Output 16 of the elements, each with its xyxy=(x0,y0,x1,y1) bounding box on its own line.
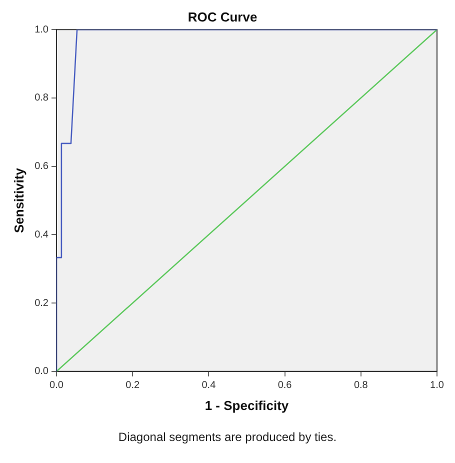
y-tick-label: 0.2 xyxy=(34,298,49,309)
x-tick-label: 0.6 xyxy=(278,380,292,392)
text: Diagonal segments are produced by ties. xyxy=(117,430,338,444)
y-tick-label: 0.8 xyxy=(34,92,49,104)
y-tick-label: 0.0 xyxy=(34,366,49,378)
x-tick-label: 1.0 xyxy=(430,380,444,392)
y-tick-label: 1.0 xyxy=(34,24,49,36)
y-tick-label: 0.6 xyxy=(34,161,49,172)
y-axis-title: Sensitivity xyxy=(11,167,26,234)
x-tick-label: 0.2 xyxy=(126,380,140,392)
x-tick-label: 0.4 xyxy=(202,380,216,392)
x-tick-label: 0.0 xyxy=(50,380,64,392)
x-tick-label: 0.8 xyxy=(354,380,368,392)
x-axis-title: 1 - Specificity xyxy=(204,398,290,413)
y-tick-label: 0.4 xyxy=(34,229,49,240)
chart-title: ROC Curve xyxy=(188,9,258,24)
